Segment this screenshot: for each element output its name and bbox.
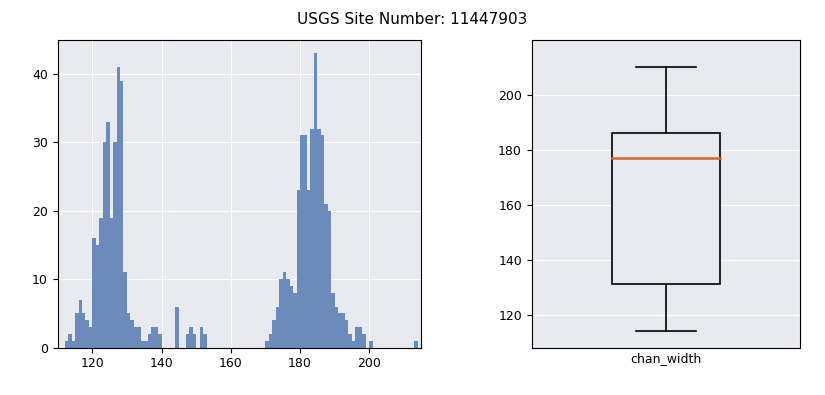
Bar (151, 327, 154, 348)
Bar (203, 334, 206, 348)
Bar (352, 341, 356, 348)
Bar (189, 327, 193, 348)
Bar (130, 320, 134, 348)
Bar (283, 272, 286, 348)
Bar (154, 327, 158, 348)
Bar (120, 81, 124, 348)
Bar (342, 313, 345, 348)
Bar (321, 135, 324, 348)
Bar (362, 334, 365, 348)
Bar (116, 67, 120, 348)
Bar (75, 313, 78, 348)
Bar (99, 218, 103, 348)
Bar (113, 142, 116, 348)
Bar (68, 334, 72, 348)
Bar (331, 293, 335, 348)
Bar (300, 135, 304, 348)
Bar (324, 204, 328, 348)
Bar (338, 313, 342, 348)
Bar (272, 320, 276, 348)
Bar (127, 313, 130, 348)
Bar (314, 53, 318, 348)
Bar (106, 122, 110, 348)
Bar (612, 133, 719, 284)
Bar (193, 334, 196, 348)
Bar (110, 218, 113, 348)
Bar (370, 341, 373, 348)
Bar (345, 320, 348, 348)
Bar (269, 334, 272, 348)
Bar (359, 327, 362, 348)
Bar (96, 245, 99, 348)
Bar (92, 238, 96, 348)
Bar (158, 334, 162, 348)
Bar (86, 320, 89, 348)
Bar (293, 293, 296, 348)
Bar (64, 341, 68, 348)
Bar (279, 279, 283, 348)
Bar (335, 307, 338, 348)
Bar (72, 341, 75, 348)
Bar (356, 327, 359, 348)
Bar (186, 334, 189, 348)
Bar (124, 272, 127, 348)
Text: USGS Site Number: 11447903: USGS Site Number: 11447903 (297, 12, 528, 27)
Bar (318, 128, 321, 348)
Bar (414, 341, 417, 348)
Bar (307, 190, 310, 348)
Bar (103, 142, 106, 348)
Bar (276, 307, 279, 348)
Bar (348, 334, 352, 348)
Bar (304, 135, 307, 348)
Bar (328, 211, 331, 348)
Bar (200, 327, 203, 348)
Bar (134, 327, 137, 348)
Bar (266, 341, 269, 348)
Bar (296, 190, 300, 348)
Bar (141, 341, 144, 348)
Bar (89, 327, 92, 348)
Bar (78, 300, 82, 348)
Bar (137, 327, 141, 348)
Bar (82, 313, 86, 348)
Bar (286, 279, 290, 348)
Bar (290, 286, 293, 348)
Bar (176, 307, 179, 348)
Bar (144, 341, 148, 348)
Bar (310, 128, 314, 348)
Bar (148, 334, 151, 348)
